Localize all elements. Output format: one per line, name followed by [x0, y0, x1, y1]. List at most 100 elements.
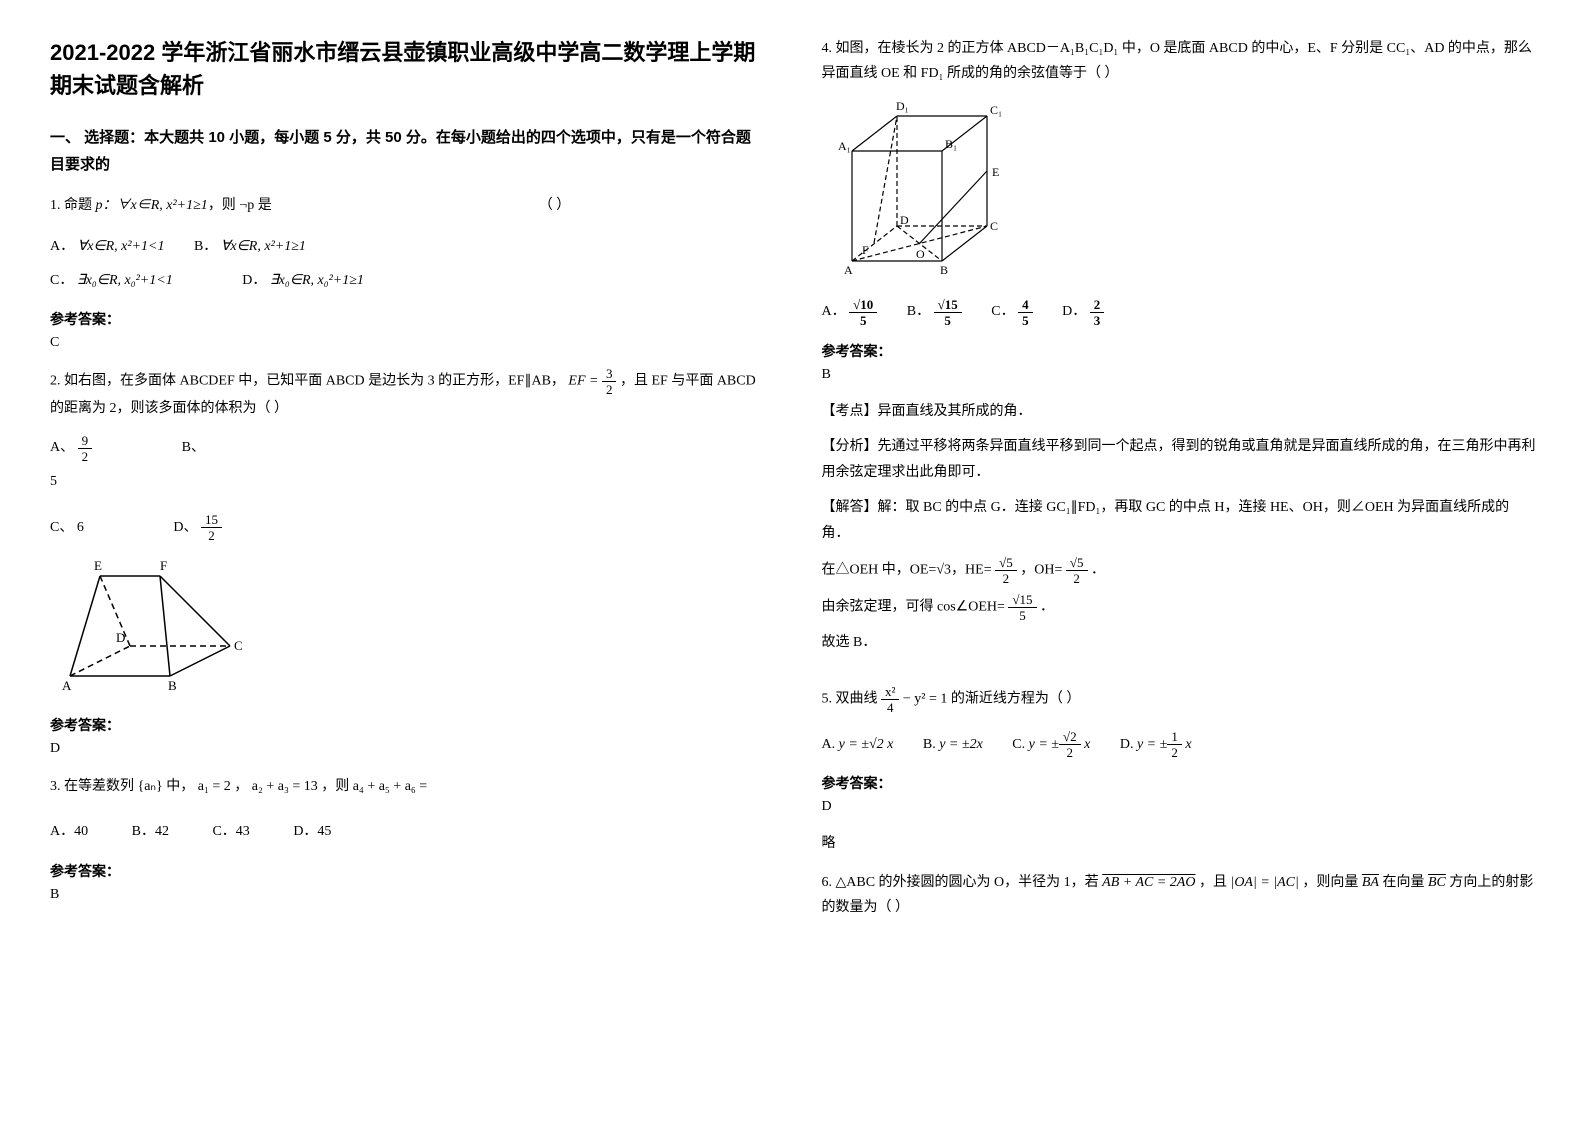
- q5-opt-a-pre: A.: [822, 737, 836, 752]
- q6-stem-c: ，则向量: [1302, 875, 1362, 890]
- q5-fd-prefix: y = ±: [1137, 737, 1167, 752]
- svg-text:O: O: [916, 247, 925, 261]
- q5-opt-d: D. y = ±12 x: [1120, 728, 1192, 762]
- q3-seq: {aₙ}: [138, 779, 163, 794]
- q1-opt-d: D． ∃x₀∈R, x₀²+1≥1: [242, 264, 364, 298]
- frac-n: 15: [201, 513, 222, 528]
- frac-n: 4: [1018, 298, 1033, 313]
- q4-exp4a: 在△OEH 中，OE=: [822, 563, 937, 578]
- q5-opt-b-pre: B.: [923, 737, 936, 752]
- frac-d: 2: [1167, 745, 1182, 759]
- q1-opt-d-expr: ∃x₀∈R, x₀²+1≥1: [270, 273, 364, 288]
- svg-text:F: F: [160, 558, 167, 573]
- frac-n: 3: [602, 367, 617, 382]
- q2-frac-9-2: 92: [78, 434, 93, 463]
- svg-text:A₁: A₁: [838, 139, 851, 153]
- q1-ans-label: 参考答案：: [50, 309, 766, 329]
- q4-opt-d-pre: D．: [1062, 304, 1086, 319]
- svg-text:F: F: [862, 243, 869, 257]
- q1-stem: 1. 命题 p：∀x∈R, x²+1≥1，则 ¬p 是 （ ）: [50, 192, 766, 220]
- q4-opt-d: D． 23: [1062, 295, 1104, 329]
- q2-frac-3-2: 32: [602, 367, 617, 396]
- q1-opt-c-expr: ∃x₀∈R, x₀²+1<1: [77, 273, 173, 288]
- frac-n: 2: [1090, 298, 1105, 313]
- q1-opt-a-pre: A．: [50, 239, 74, 254]
- q3-sep2: ，则: [321, 779, 349, 794]
- q2-opt-c-val: 6: [77, 520, 84, 535]
- q4-stem: 4. 如图，在棱长为 2 的正方体 ABCD－A₁B₁C₁D₁ 中，O 是底面 …: [822, 36, 1538, 86]
- q4-exp5: 由余弦定理，可得 cos∠OEH= √155 ．: [822, 593, 1538, 622]
- q5-opt-b-expr: y = ±2x: [939, 737, 983, 752]
- q5-frac-d: 12: [1167, 730, 1182, 759]
- q6-vec2: |OA| = |AC|: [1230, 875, 1298, 890]
- q4-figure: A B C D A₁ B₁ C₁ D₁ E F O: [822, 96, 1538, 281]
- q1-opt-b-expr: ∀x∈R, x²+1≥1: [221, 239, 306, 254]
- q4-opt-a-pre: A．: [822, 304, 846, 319]
- svg-text:E: E: [94, 558, 102, 573]
- q4-frac-cos: √155: [1008, 593, 1036, 622]
- q2-options-row2: C、 6 D、 152: [50, 511, 766, 545]
- q4-options: A． √105 B． √155 C． 45 D． 23: [822, 295, 1538, 329]
- q2-ef-eq: EF =: [568, 374, 602, 389]
- frac-d: 5: [934, 313, 962, 327]
- q3-ans-label: 参考答案：: [50, 861, 766, 881]
- q5-stem-b: 的渐近线方程为（ ）: [951, 691, 1081, 706]
- frac-d: 5: [1018, 313, 1033, 327]
- q5-opt-c-pre: C.: [1012, 737, 1025, 752]
- q2-figure: A B C D E F: [50, 556, 766, 701]
- q5-opt-c: C. y = ±√22 x: [1012, 728, 1090, 762]
- frac-d: 4: [881, 700, 899, 714]
- q4-frac-a: √105: [849, 298, 877, 327]
- q2-opt-a: A、 92: [50, 431, 92, 465]
- q5-ans: D: [822, 799, 1538, 815]
- q6-stem-d: 在向量: [1382, 875, 1428, 890]
- q1-opt-a-expr: ∀x∈R, x²+1<1: [78, 239, 165, 254]
- q4-frac-c: 45: [1018, 298, 1033, 327]
- q3-opt-d: D．45: [293, 815, 331, 849]
- svg-text:E: E: [992, 165, 999, 179]
- q6-ba: BA: [1362, 875, 1379, 890]
- exam-title: 2021-2022 学年浙江省丽水市缙云县壶镇职业高级中学高二数学理上学期期末试…: [50, 36, 766, 102]
- frac-n: 9: [78, 434, 93, 449]
- q5-opt-a: A. y = ±√2 x: [822, 728, 894, 762]
- q5-fd-suffix: x: [1182, 737, 1192, 752]
- q5-eq-frac: x²4: [881, 685, 899, 714]
- q4-exp2: 【分析】先通过平移将两条异面直线平移到同一个起点，得到的锐角或直角就是异面直线所…: [822, 434, 1538, 487]
- q2-opt-d: D、 152: [173, 511, 222, 545]
- q4-opt-c: C． 45: [991, 295, 1032, 329]
- frac-d: 2: [78, 449, 93, 463]
- q6-bc: BC: [1428, 875, 1446, 890]
- svg-text:C: C: [234, 638, 243, 653]
- q1-expr-p: p：∀x∈R, x²+1≥1: [96, 198, 208, 213]
- q2-opt-b-val: 5: [50, 474, 57, 489]
- q1-opt-a: A． ∀x∈R, x²+1<1: [50, 230, 164, 264]
- q5-options: A. y = ±√2 x B. y = ±2x C. y = ±√22 x D.…: [822, 728, 1538, 762]
- q5-opt-b: B. y = ±2x: [923, 728, 983, 762]
- q4-exp4b: ，HE=: [951, 563, 995, 578]
- svg-text:A: A: [844, 263, 853, 276]
- q6-stem-b: ，且: [1199, 875, 1227, 890]
- frac-d: 2: [1066, 571, 1088, 585]
- q4-opt-b-pre: B．: [907, 304, 930, 319]
- q4-exp1: 【考点】异面直线及其所成的角．: [822, 399, 1538, 426]
- q4-exp5b: ．: [1037, 600, 1055, 615]
- q3-stem-b: 中，: [166, 779, 194, 794]
- q4-ans-label: 参考答案：: [822, 341, 1538, 361]
- frac-n: √15: [934, 298, 962, 313]
- q4-ans: B: [822, 367, 1538, 383]
- frac-d: 2: [995, 571, 1017, 585]
- q3-e3: a₄ + a₅ + a₆ =: [353, 779, 427, 794]
- q3-e2: a₂ + a₃ = 13: [252, 779, 318, 794]
- frac-d: 2: [1059, 745, 1081, 759]
- q4-exp4d: ．: [1088, 563, 1106, 578]
- q4-frac-d: 23: [1090, 298, 1105, 327]
- q5-stem: 5. 双曲线 x²4 − y² = 1 的渐近线方程为（ ）: [822, 685, 1538, 714]
- frac-d: 5: [849, 313, 877, 327]
- q2-ans: D: [50, 741, 766, 757]
- frac-d: 3: [1090, 313, 1105, 327]
- q2-opt-b: B、: [182, 431, 205, 465]
- q4-exp6: 故选 B．: [822, 630, 1538, 657]
- q5-stem-a: 5. 双曲线: [822, 691, 878, 706]
- svg-text:B: B: [168, 678, 177, 693]
- q4-frac-oh: √52: [1066, 556, 1088, 585]
